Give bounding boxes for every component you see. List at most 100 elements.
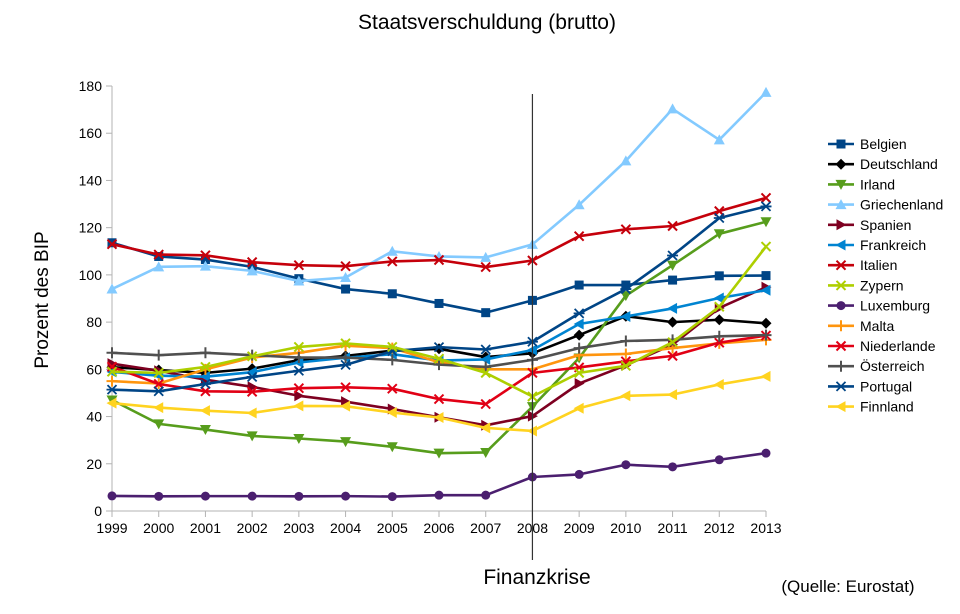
series-italien [106, 192, 772, 273]
data-point [340, 437, 352, 448]
y-tick-label: 40 [86, 409, 102, 425]
data-point [574, 280, 584, 290]
series-line-luxemburg [111, 451, 767, 498]
data-point [199, 425, 211, 436]
data-point [480, 251, 492, 262]
data-point [200, 491, 210, 501]
data-point [668, 275, 678, 285]
data-point [340, 352, 352, 364]
y-tick-label: 0 [94, 503, 102, 519]
data-point [760, 217, 772, 228]
legend-marker [835, 280, 847, 291]
data-point [713, 314, 725, 326]
data-point [667, 260, 679, 271]
legend-marker [835, 381, 847, 392]
legend-label: Portugal [860, 378, 912, 394]
data-point [199, 347, 211, 359]
data-point [668, 462, 678, 472]
data-point [106, 347, 118, 359]
data-point [573, 318, 584, 330]
data-point [480, 261, 491, 273]
data-point [153, 367, 164, 379]
data-point [107, 491, 117, 501]
x-tick-label: 2009 [564, 520, 595, 536]
y-tick-label: 180 [79, 78, 103, 94]
data-point [387, 492, 397, 502]
data-point [153, 249, 164, 260]
data-point [433, 393, 445, 405]
legend-marker [835, 239, 846, 251]
legend-item-griechenland: Griechenland [828, 197, 943, 213]
y-tick-label: 20 [86, 456, 102, 472]
x-tick-label: 2010 [610, 520, 641, 536]
data-point [760, 241, 772, 252]
data-point [761, 448, 771, 458]
data-point [387, 341, 398, 353]
data-point [433, 342, 445, 353]
data-point [667, 336, 678, 348]
data-point [620, 283, 632, 295]
legend-marker [836, 139, 846, 149]
data-point [621, 280, 631, 290]
data-point [714, 271, 724, 281]
data-point [200, 386, 211, 397]
data-point [714, 455, 724, 465]
x-tick-label: 2003 [283, 520, 314, 536]
legend-marker [835, 401, 846, 413]
x-tick-label: 2001 [190, 520, 221, 536]
data-point [293, 352, 305, 364]
legend-marker [835, 259, 847, 271]
data-point [387, 289, 397, 299]
data-point [480, 353, 491, 365]
crisis-annotation: Finanzkrise [483, 94, 591, 589]
series-zypern [106, 241, 772, 402]
data-point [199, 405, 210, 417]
legend-label: Malta [860, 318, 894, 334]
data-point [200, 361, 211, 373]
data-point [667, 220, 678, 232]
data-point [386, 407, 397, 419]
data-point [714, 337, 725, 348]
y-tick-label: 100 [79, 267, 103, 283]
data-point [433, 448, 445, 459]
x-tick-label: 2013 [750, 520, 781, 536]
legend-marker [835, 360, 847, 372]
data-point [293, 383, 305, 394]
data-point [153, 378, 164, 390]
data-point [621, 460, 631, 470]
series-belgien [107, 238, 771, 318]
data-point [667, 302, 678, 314]
data-point [340, 338, 351, 349]
data-point [106, 283, 118, 294]
data-point [341, 284, 351, 294]
data-point [620, 360, 632, 371]
legend-item-portugal: Portugal [828, 378, 912, 394]
data-point [199, 260, 211, 271]
y-tick-label: 140 [79, 172, 103, 188]
legend-item-luxemburg: Luxemburg [828, 298, 930, 314]
data-point [386, 354, 398, 366]
data-point [480, 367, 491, 379]
y-axis-label: Prozent des BIP [32, 231, 53, 368]
legend-item-zypern: Zypern [828, 277, 904, 293]
legend-label: Frankreich [860, 237, 926, 253]
legend-label: Irland [860, 176, 895, 192]
legend-item-spanien: Spanien [828, 217, 911, 233]
crisis-label: Finanzkrise [483, 566, 590, 589]
x-tick-label: 1999 [96, 520, 127, 536]
data-point [246, 351, 258, 362]
data-point [106, 238, 118, 250]
data-point [293, 275, 305, 286]
data-point [107, 358, 118, 370]
data-point [433, 412, 444, 423]
series-irland [106, 217, 772, 459]
data-point [760, 284, 771, 296]
data-point [340, 359, 352, 370]
series-griechenland [106, 86, 772, 294]
data-point [620, 348, 632, 360]
data-point [246, 371, 258, 383]
data-point [480, 447, 492, 458]
data-point [760, 370, 771, 382]
legend-label: Luxemburg [860, 298, 930, 314]
legend-marker [835, 199, 847, 210]
